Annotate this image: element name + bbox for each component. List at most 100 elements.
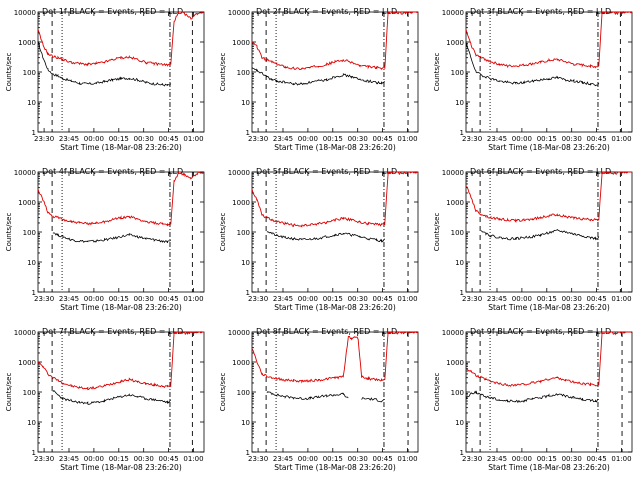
x-tick-label: 23:45 bbox=[487, 135, 507, 143]
x-tick-label: 00:45 bbox=[586, 455, 606, 463]
plot-frame bbox=[37, 11, 205, 133]
x-tick-label: 00:30 bbox=[562, 455, 582, 463]
y-tick-label: 1 bbox=[460, 449, 464, 457]
x-tick-label: 00:30 bbox=[348, 295, 368, 303]
x-tick-label: 00:45 bbox=[158, 295, 178, 303]
chart-panel-1: Det 1f BLACK = Events, RED = LLD 1 10 100 10… bbox=[5, 7, 205, 152]
plot-frame bbox=[37, 331, 205, 453]
x-tick-label: 23:45 bbox=[273, 455, 293, 463]
y-tick-label: 1 bbox=[246, 129, 250, 137]
x-axis-label: Start Time (18-Mar-08 23:26:20) bbox=[274, 143, 396, 152]
lld-series-line bbox=[37, 330, 204, 391]
y-tick-label: 1000 bbox=[446, 359, 464, 367]
y-axis-label: Counts/sec bbox=[433, 373, 441, 412]
x-tick-label: 00:30 bbox=[348, 455, 368, 463]
y-tick-label: 100 bbox=[451, 229, 464, 237]
x-axis-label: Start Time (18-Mar-08 23:26:20) bbox=[488, 463, 610, 472]
events-series-line bbox=[52, 389, 172, 405]
y-tick-label: 1000 bbox=[232, 199, 250, 207]
y-tick-label: 1 bbox=[246, 289, 250, 297]
y-tick-label: 10 bbox=[27, 419, 36, 427]
x-tick-label: 23:30 bbox=[34, 455, 54, 463]
y-tick-label: 10 bbox=[455, 259, 464, 267]
chart-panel-6: Det 6f BLACK = Events, RED = LLD 1 10 100 10… bbox=[433, 167, 633, 312]
x-tick-label: 23:45 bbox=[487, 455, 507, 463]
y-tick-label: 1 bbox=[460, 129, 464, 137]
x-tick-label: 01:00 bbox=[611, 295, 631, 303]
chart-panel-9: Det 9f BLACK = Events, RED = LLD 1 10 100 10… bbox=[433, 327, 633, 472]
y-tick-label: 100 bbox=[451, 389, 464, 397]
x-tick-label: 00:00 bbox=[512, 135, 532, 143]
y-tick-label: 10 bbox=[455, 99, 464, 107]
events-series-line bbox=[480, 228, 600, 241]
lld-series-line bbox=[465, 331, 633, 387]
chart-title: Det 9f BLACK = Events, RED = LLD bbox=[470, 327, 611, 336]
x-tick-label: 23:45 bbox=[273, 295, 293, 303]
x-tick-label: 00:45 bbox=[158, 455, 178, 463]
y-tick-label: 1 bbox=[32, 449, 36, 457]
chart-panel-2: Det 2f BLACK = Events, RED = LLD 1 10 100 10… bbox=[219, 7, 419, 152]
x-tick-label: 00:15 bbox=[109, 295, 129, 303]
chart-title: Det 3f BLACK = Events, RED = LLD bbox=[470, 7, 611, 16]
y-axis-label: Counts/sec bbox=[433, 213, 441, 252]
lld-series-line bbox=[465, 10, 633, 69]
chart-title: Det 7f BLACK = Events, RED = LLD bbox=[42, 327, 183, 336]
y-tick-label: 10000 bbox=[228, 329, 250, 337]
chart-panel-5: Det 5f BLACK = Events, RED = LLD 1 10 100 10… bbox=[219, 167, 419, 312]
plot-frame bbox=[465, 11, 633, 133]
x-tick-label: 00:15 bbox=[323, 135, 343, 143]
lld-series-line bbox=[251, 10, 419, 71]
y-tick-label: 10000 bbox=[228, 9, 250, 17]
x-tick-label: 00:45 bbox=[372, 295, 392, 303]
plot-frame bbox=[251, 11, 419, 133]
x-tick-label: 00:15 bbox=[537, 295, 557, 303]
events-series-line bbox=[465, 42, 600, 87]
y-tick-label: 1000 bbox=[232, 39, 250, 47]
lld-series-line bbox=[37, 11, 205, 67]
x-axis-label: Start Time (18-Mar-08 23:26:20) bbox=[274, 303, 396, 312]
x-tick-label: 23:30 bbox=[462, 295, 482, 303]
y-tick-label: 100 bbox=[237, 229, 250, 237]
plot-frame bbox=[251, 171, 419, 293]
chart-title: Det 8f BLACK = Events, RED = LLD bbox=[256, 327, 397, 336]
lld-series-line bbox=[466, 171, 632, 223]
y-tick-label: 10 bbox=[27, 259, 36, 267]
x-tick-label: 01:00 bbox=[183, 295, 203, 303]
y-tick-label: 100 bbox=[451, 69, 464, 77]
chart-title: Det 2f BLACK = Events, RED = LLD bbox=[256, 7, 397, 16]
x-tick-label: 01:00 bbox=[611, 455, 631, 463]
x-tick-label: 00:45 bbox=[372, 455, 392, 463]
y-axis-label: Counts/sec bbox=[5, 373, 13, 412]
y-tick-label: 10000 bbox=[228, 169, 250, 177]
x-tick-label: 00:00 bbox=[512, 455, 532, 463]
events-series-line bbox=[465, 390, 599, 404]
x-tick-label: 01:00 bbox=[397, 295, 417, 303]
x-tick-label: 23:30 bbox=[248, 455, 268, 463]
x-axis-label: Start Time (18-Mar-08 23:26:20) bbox=[60, 303, 182, 312]
y-tick-label: 1000 bbox=[232, 359, 250, 367]
plot-frame bbox=[465, 331, 633, 453]
x-tick-label: 01:00 bbox=[397, 455, 417, 463]
y-tick-label: 1 bbox=[460, 289, 464, 297]
y-tick-label: 10000 bbox=[442, 169, 464, 177]
chart-panel-3: Det 3f BLACK = Events, RED = LLD 1 10 100 10… bbox=[433, 7, 633, 152]
x-tick-label: 01:00 bbox=[183, 135, 203, 143]
x-tick-label: 23:30 bbox=[248, 295, 268, 303]
y-tick-label: 1000 bbox=[446, 39, 464, 47]
x-tick-label: 00:45 bbox=[158, 135, 178, 143]
x-tick-label: 00:30 bbox=[134, 455, 154, 463]
x-tick-label: 00:45 bbox=[586, 295, 606, 303]
x-tick-label: 00:15 bbox=[323, 295, 343, 303]
x-tick-label: 00:15 bbox=[537, 455, 557, 463]
x-axis-label: Start Time (18-Mar-08 23:26:20) bbox=[488, 303, 610, 312]
y-tick-label: 1 bbox=[246, 449, 250, 457]
x-tick-label: 23:45 bbox=[59, 295, 79, 303]
y-tick-label: 10 bbox=[241, 419, 250, 427]
x-tick-label: 00:15 bbox=[109, 455, 129, 463]
x-tick-label: 23:45 bbox=[487, 295, 507, 303]
x-tick-label: 00:45 bbox=[372, 135, 392, 143]
y-tick-label: 10000 bbox=[14, 169, 36, 177]
y-axis-label: Counts/sec bbox=[5, 53, 13, 92]
y-tick-label: 10000 bbox=[442, 329, 464, 337]
